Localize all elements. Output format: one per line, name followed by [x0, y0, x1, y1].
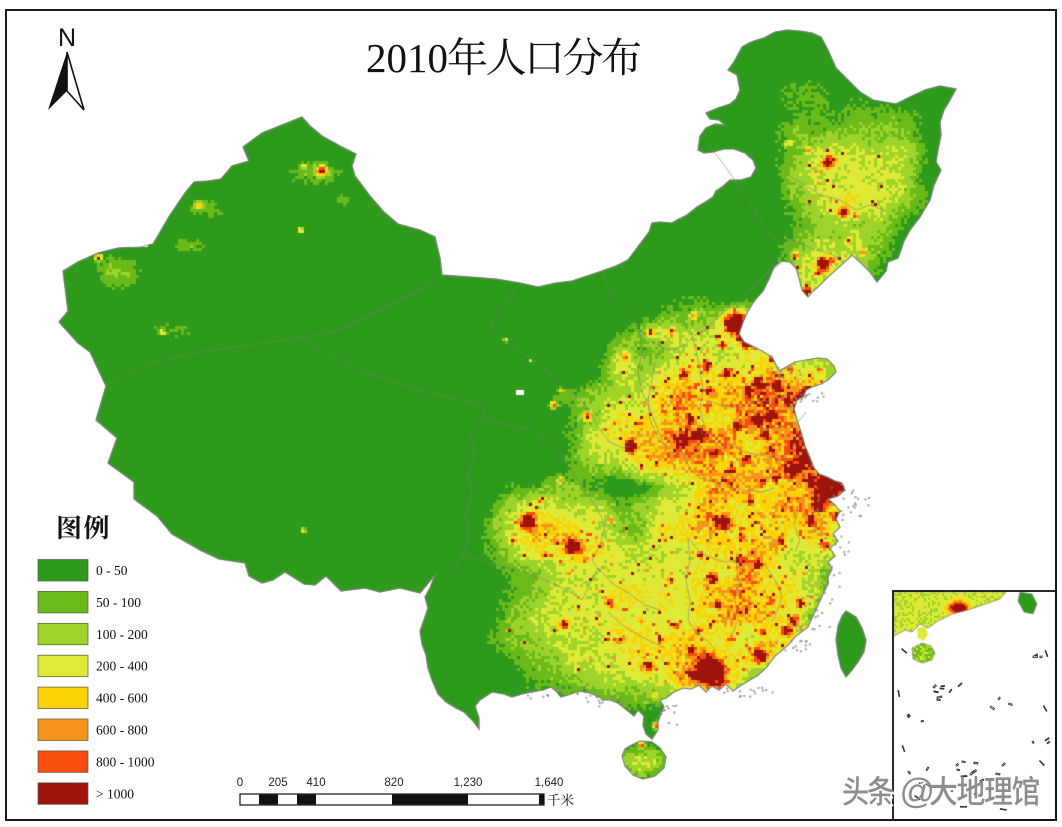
svg-text:800 - 1000: 800 - 1000 [96, 754, 155, 769]
svg-text:2010: 2010 [366, 35, 448, 81]
svg-text:200 - 400: 200 - 400 [96, 659, 148, 674]
svg-text:0 - 50: 0 - 50 [96, 563, 128, 578]
svg-text:> 1000: > 1000 [96, 786, 134, 801]
svg-text:N: N [58, 24, 76, 52]
svg-text:50 - 100: 50 - 100 [96, 595, 141, 610]
svg-text:@: @ [900, 772, 936, 811]
svg-text:100 - 200: 100 - 200 [96, 627, 148, 642]
svg-text:400 - 600: 400 - 600 [96, 691, 148, 706]
svg-text:1,640: 1,640 [535, 777, 564, 789]
svg-text:410: 410 [306, 777, 325, 789]
svg-text:1,230: 1,230 [454, 777, 483, 789]
svg-text:205: 205 [268, 777, 287, 789]
svg-text:600 - 800: 600 - 800 [96, 723, 148, 738]
svg-text:0: 0 [237, 777, 243, 789]
svg-text:820: 820 [384, 777, 403, 789]
svg-text:@: @ [902, 775, 938, 814]
